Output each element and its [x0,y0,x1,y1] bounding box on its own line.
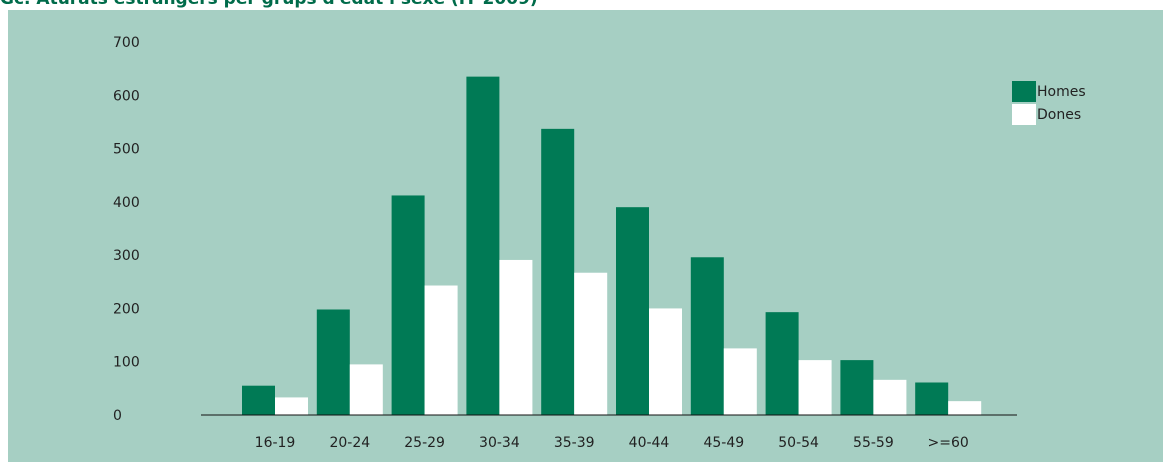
bar-dones->=60 [948,401,982,415]
bar-dones-55-59 [873,379,907,415]
y-tick-label: 600 [113,88,140,104]
y-tick-label: 200 [113,301,140,317]
bar-homes-40-44 [616,207,649,415]
x-tick-label: 20-24 [329,435,370,451]
bar-dones-40-44 [649,308,682,415]
x-tick-label: 50-54 [778,435,819,451]
bar-homes-30-34 [466,76,500,415]
bar-chart: 0 100 200 300 400 500 600 700 16-19 20-24 25-29 30-… [113,35,1086,451]
x-tick-label: 55-59 [853,435,894,451]
y-tick-label: 100 [113,355,140,371]
bar-dones-50-54 [798,360,832,415]
y-tick-label: 300 [113,248,140,264]
legend-label-dones: Dones [1037,107,1081,123]
legend-label-homes: Homes [1037,84,1086,100]
bar-homes-55-59 [840,360,874,415]
legend-swatch-homes [1012,81,1036,102]
bar-dones-45-49 [723,348,757,415]
x-tick-label: 45-49 [703,435,744,451]
y-tick-label: 500 [113,142,140,158]
bar-homes-45-49 [690,257,724,415]
y-tick-label: 0 [113,408,122,424]
bar-homes-50-54 [765,312,799,415]
bar-homes-25-29 [391,195,425,415]
x-tick-label: 40-44 [629,435,670,451]
x-tick-label: 30-34 [479,435,520,451]
bar-homes->=60 [915,382,949,415]
bar-dones-35-39 [574,272,608,415]
legend-swatch-dones [1012,104,1036,125]
bar-homes-35-39 [541,128,575,415]
bar-homes-20-24 [316,309,350,415]
x-tick-label: 25-29 [404,435,445,451]
y-tick-label: 700 [113,35,140,51]
bar-dones-20-24 [349,364,383,415]
bar-dones-25-29 [424,285,458,415]
chart-panel: 0 100 200 300 400 500 600 700 16-19 20-24 25-29 30-… [8,10,1163,462]
bar-homes-16-19 [242,385,275,415]
x-tick-label: 35-39 [554,435,595,451]
chart-title: Gc. Aturats estrangers per grups d'edat … [0,0,538,10]
x-tick-label: >=60 [928,435,969,451]
y-tick-label: 400 [113,195,140,211]
bar-dones-30-34 [499,259,533,415]
x-tick-label: 16-19 [255,435,296,451]
bar-dones-16-19 [275,397,308,415]
